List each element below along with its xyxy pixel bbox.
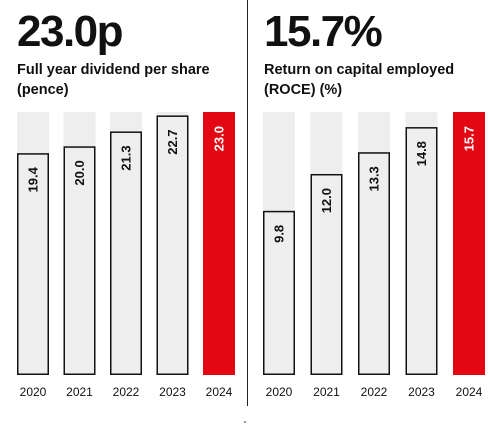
x-tick-label: 2024 <box>206 385 233 399</box>
x-tick-label: 2022 <box>113 385 140 399</box>
dividend-bar-chart: 19.4 2020 20.0 2021 21.3 2022 22.7 2023 23.0 2024 <box>17 112 235 399</box>
data-label: 20.0 <box>72 160 87 185</box>
roce-bar-chart: 9.8 2020 12.0 2021 13.3 2022 14.8 2023 15.7 2024 <box>263 112 485 399</box>
data-label: 14.8 <box>414 141 429 166</box>
data-label: 23.0 <box>212 126 227 151</box>
roce-headline: 15.7% <box>264 7 383 56</box>
data-label: 22.7 <box>165 129 180 154</box>
dividend-panel: 23.0p Full year dividend per share (penc… <box>0 0 245 426</box>
bar <box>110 131 142 375</box>
bar-highlight <box>203 112 235 375</box>
x-tick-label: 2021 <box>313 385 340 399</box>
x-tick-label: 2020 <box>266 385 293 399</box>
panel-divider <box>247 0 248 406</box>
x-tick-label: 2024 <box>456 385 483 399</box>
bar <box>63 146 96 375</box>
dividend-chart-title: Full year dividend per share (pence) <box>17 62 210 98</box>
data-label: 13.3 <box>367 166 382 191</box>
roce-chart-title: Return on capital employed (ROCE) (%) <box>264 62 455 98</box>
bar <box>310 173 343 375</box>
x-tick-label: 2023 <box>159 385 186 399</box>
bar <box>405 127 438 375</box>
x-tick-label: 2022 <box>361 385 388 399</box>
x-tick-label: 2020 <box>20 385 47 399</box>
data-label: 19.4 <box>26 166 41 192</box>
bar <box>17 153 49 375</box>
bar-highlight <box>453 112 485 375</box>
decorative-dot <box>244 421 246 423</box>
dividend-headline: 23.0p <box>17 7 124 56</box>
bar <box>358 152 390 375</box>
x-tick-label: 2023 <box>408 385 435 399</box>
data-label: 15.7 <box>462 126 477 151</box>
bar <box>156 115 189 376</box>
roce-panel: 15.7% Return on capital employed (ROCE) … <box>250 0 491 426</box>
data-label: 9.8 <box>272 225 287 243</box>
bar <box>263 210 295 375</box>
data-label: 21.3 <box>119 145 134 170</box>
data-label: 12.0 <box>319 188 334 213</box>
x-tick-label: 2021 <box>66 385 93 399</box>
